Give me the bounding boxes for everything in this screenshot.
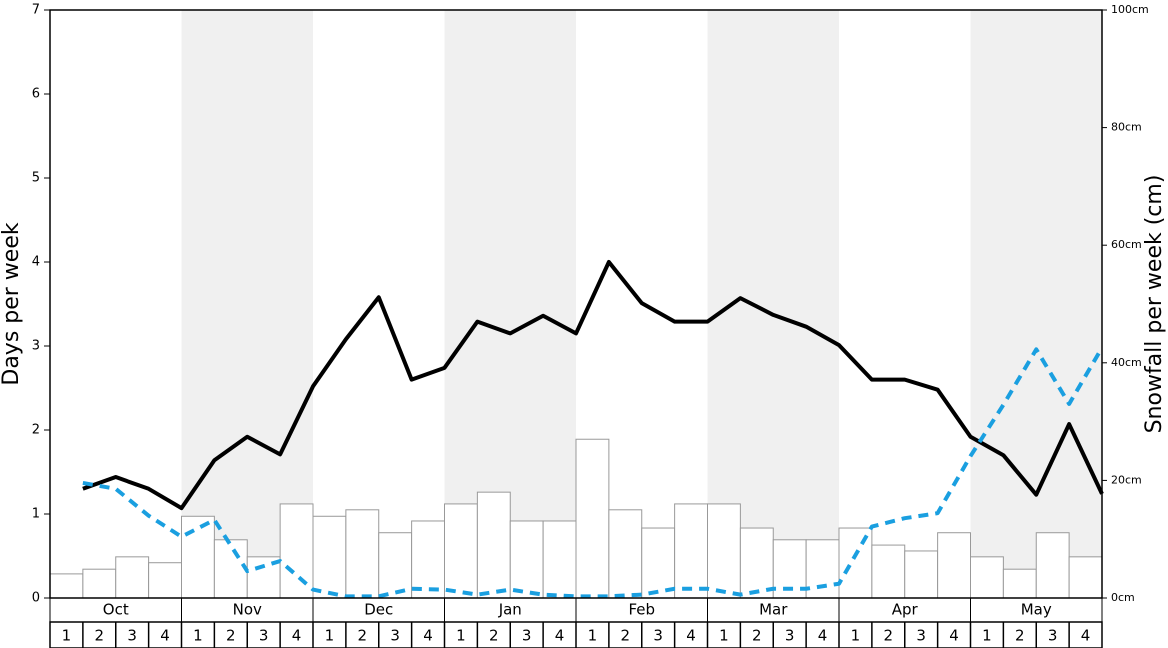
bar — [542, 520, 577, 599]
month-label: Mar — [759, 601, 788, 619]
x-tick-label: 1 — [62, 627, 72, 645]
month-label: Dec — [364, 601, 393, 619]
bar — [575, 438, 610, 599]
x-tick-label: 2 — [1015, 627, 1025, 645]
month-label: Jan — [498, 601, 522, 619]
x-tick-label: 1 — [325, 627, 335, 645]
line — [82, 260, 1104, 511]
month-label: Apr — [892, 601, 919, 619]
x-tick-label: 1 — [588, 627, 598, 645]
bar — [674, 503, 708, 599]
x-tick-label: 4 — [686, 627, 696, 645]
y-tick-label: 2 — [32, 423, 40, 438]
month-label: Oct — [103, 601, 129, 619]
y2-tick-label: 20cm — [1111, 473, 1142, 486]
x-tick-label: 2 — [752, 627, 762, 645]
x-tick-label: 4 — [555, 627, 565, 645]
bar — [444, 503, 478, 599]
x-tick-label: 4 — [292, 627, 302, 645]
bar — [805, 539, 840, 599]
x-tick-label: 2 — [358, 627, 368, 645]
month-band — [181, 10, 313, 598]
x-tick-label: 1 — [193, 627, 203, 645]
y-tick-label: 4 — [32, 255, 40, 270]
x-tick-label: 3 — [522, 627, 532, 645]
y-tick-label: 1 — [32, 507, 40, 522]
y-tick-label: 6 — [32, 87, 40, 102]
y2-tick-label: 60cm — [1111, 238, 1142, 251]
bar — [1068, 556, 1103, 599]
bar — [82, 568, 117, 599]
bar — [937, 532, 971, 599]
x-tick-label: 4 — [160, 627, 170, 645]
bar — [213, 539, 248, 599]
x-tick-label: 3 — [785, 627, 795, 645]
bar — [707, 503, 741, 599]
bar — [115, 556, 150, 599]
x-tick-label: 3 — [653, 627, 663, 645]
month-band — [970, 10, 1102, 598]
x-tick-label: 2 — [884, 627, 894, 645]
bar — [509, 520, 544, 599]
bar — [608, 509, 643, 599]
y2-tick-label: 0cm — [1111, 591, 1135, 604]
y2-axis-title: Snowfall per week (cm) — [1142, 175, 1167, 434]
x-tick-label: 3 — [390, 627, 400, 645]
y2-tick-label: 40cm — [1111, 356, 1142, 369]
bar — [904, 550, 939, 599]
x-tick-label: 2 — [226, 627, 236, 645]
x-tick-label: 3 — [259, 627, 269, 645]
y-axis-title: Days per week — [0, 222, 24, 385]
y-tick-label: 7 — [32, 3, 40, 18]
x-tick-label: 2 — [95, 627, 105, 645]
bar — [476, 491, 511, 599]
x-tick-label: 1 — [982, 627, 992, 645]
bar — [148, 562, 182, 599]
x-tick-label: 4 — [1081, 627, 1091, 645]
y-tick-label: 3 — [32, 339, 40, 354]
x-tick-label: 2 — [621, 627, 631, 645]
x-tick-label: 4 — [818, 627, 828, 645]
x-tick-label: 1 — [851, 627, 861, 645]
bar — [378, 532, 413, 599]
bar — [1002, 568, 1037, 599]
x-tick-label: 1 — [719, 627, 729, 645]
x-tick-label: 3 — [1048, 627, 1058, 645]
bar — [345, 509, 380, 599]
y2-tick-label: 100cm — [1111, 3, 1149, 16]
bar — [739, 527, 774, 599]
bar — [312, 515, 347, 599]
x-tick-label: 2 — [489, 627, 499, 645]
x-tick-label: 4 — [423, 627, 433, 645]
bar — [279, 503, 314, 599]
y-tick-label: 0 — [32, 591, 40, 606]
y2-tick-label: 80cm — [1111, 121, 1142, 134]
y-tick-label: 5 — [32, 171, 40, 186]
bar — [411, 520, 445, 599]
bar — [871, 544, 906, 599]
bar — [49, 573, 84, 599]
bar — [1035, 532, 1070, 599]
bar — [970, 556, 1004, 599]
month-label: Feb — [628, 601, 655, 619]
x-tick-label: 3 — [916, 627, 926, 645]
x-tick-label: 4 — [949, 627, 959, 645]
x-tick-label: 3 — [127, 627, 137, 645]
x-tick-label: 1 — [456, 627, 466, 645]
bar — [181, 515, 215, 599]
bar — [641, 527, 676, 599]
month-label: Nov — [233, 601, 262, 619]
month-label: May — [1021, 601, 1052, 619]
